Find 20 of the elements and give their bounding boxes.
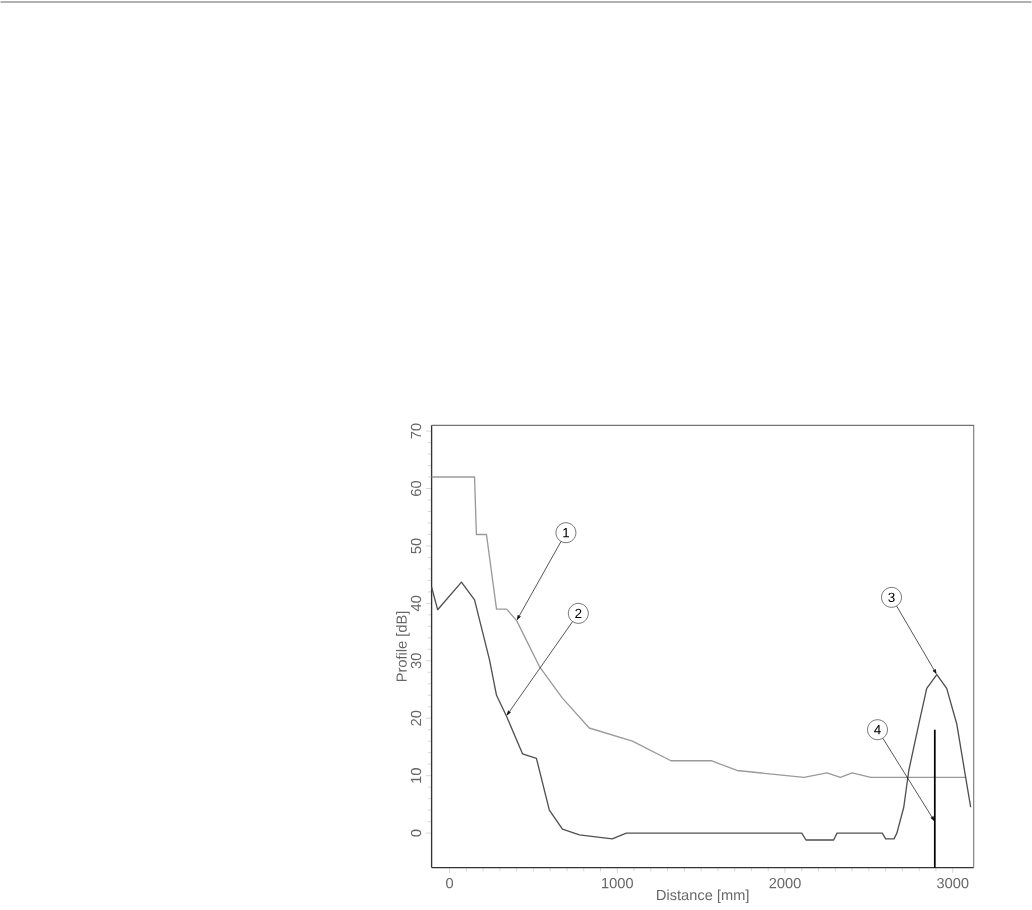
line-series <box>430 476 967 779</box>
annotation: 3 <box>888 592 895 603</box>
x-axis-title: Distance [mm] <box>657 889 749 904</box>
y-tick-label: 30 <box>410 653 422 669</box>
y-tick-label: 70 <box>410 423 422 439</box>
x-tick-label: 0 <box>446 877 454 889</box>
y-tick-label: 50 <box>410 538 422 554</box>
y-axis-title: Profile [dB] <box>396 611 410 682</box>
annotation: 4 <box>874 725 881 735</box>
line-series <box>430 581 972 841</box>
y-tick-label: 60 <box>410 480 422 496</box>
x-tick-label: 3000 <box>937 877 969 889</box>
x-tick-label: 1000 <box>602 877 633 889</box>
annotation: 2 <box>575 608 582 619</box>
annotation: 1 <box>563 528 569 538</box>
y-tick-label: 40 <box>410 595 422 612</box>
y-tick-label: 0 <box>410 829 422 837</box>
y-tick-label: 10 <box>410 768 422 783</box>
y-tick-label: 20 <box>410 710 422 726</box>
x-tick-label: 2000 <box>769 877 801 889</box>
